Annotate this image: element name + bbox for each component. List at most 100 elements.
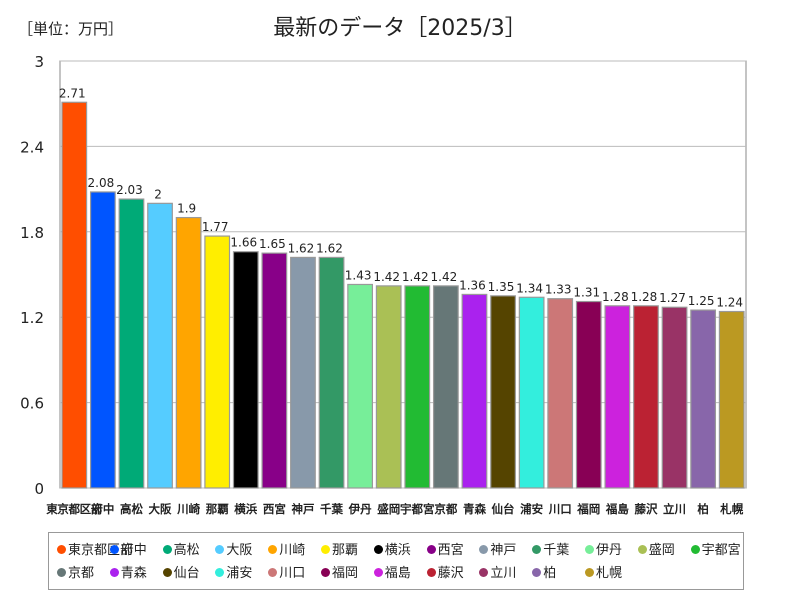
- legend-item: 札幌: [585, 562, 622, 581]
- bar: [261, 252, 288, 489]
- legend-swatch: [215, 545, 225, 554]
- legend-item: 京都: [57, 562, 94, 581]
- legend-label: 立川: [490, 566, 517, 581]
- x-tick-label: 仙台: [492, 502, 515, 516]
- x-tick-label: 千葉: [320, 502, 343, 516]
- data-label: 2.03: [116, 183, 143, 197]
- legend-swatch: [637, 545, 647, 554]
- legend-item: 浦安: [215, 562, 252, 581]
- data-label: 1.62: [316, 241, 343, 255]
- bar: [604, 305, 631, 489]
- legend-label: 宇都宮: [701, 543, 741, 558]
- data-label: 1.42: [431, 270, 458, 284]
- x-tick-label: 福島: [605, 502, 629, 516]
- bar: [575, 300, 602, 489]
- legend-label: 大阪: [226, 543, 253, 558]
- legend-item: 川口: [268, 562, 305, 581]
- legend-swatch: [109, 568, 119, 577]
- legend-item: 柏: [532, 562, 556, 581]
- y-tick-label: 2.4: [20, 138, 44, 156]
- legend-item: 仙台: [162, 562, 200, 581]
- x-tick-label: 伊丹: [348, 502, 372, 516]
- bar: [518, 296, 545, 489]
- legend-swatch: [690, 545, 700, 554]
- data-label: 1.28: [602, 290, 629, 304]
- x-tick-label: 浦安: [520, 502, 543, 516]
- x-tick-label: 横浜: [234, 502, 257, 516]
- legend-swatch: [585, 545, 594, 554]
- y-tick-label: 3: [34, 53, 44, 71]
- legend-item: 高松: [162, 539, 200, 558]
- legend-swatch: [532, 545, 542, 554]
- legend-label: 青森: [120, 566, 147, 581]
- legend-label: 盛岡: [648, 543, 675, 558]
- legend-label: 藤沢: [437, 566, 464, 581]
- x-tick-label: 西宮: [263, 502, 286, 516]
- legend-swatch: [479, 545, 489, 554]
- x-tick-label: 柏: [697, 502, 709, 516]
- bar: [89, 191, 116, 489]
- y-tick-label: 1.2: [20, 309, 44, 327]
- bar: [318, 256, 345, 489]
- x-tick-label: 札幌: [719, 502, 743, 516]
- legend-swatch: [268, 545, 278, 554]
- x-tick-label: 高松: [120, 502, 143, 516]
- legend-item: 藤沢: [426, 562, 464, 581]
- data-label: 1.24: [716, 296, 743, 310]
- data-label: 1.31: [573, 286, 600, 300]
- data-label: 1.43: [345, 268, 372, 282]
- legend-label: 浦安: [226, 566, 253, 581]
- data-label: 1.42: [373, 270, 400, 284]
- legend-label: 福岡: [332, 566, 359, 581]
- data-label: 2.71: [59, 86, 86, 100]
- data-label: 1.66: [230, 236, 257, 250]
- legend-label: 札幌: [596, 566, 623, 581]
- data-label: 1.77: [202, 220, 229, 234]
- y-tick-label: 1.8: [20, 224, 44, 242]
- legend-item: 西宮: [426, 539, 464, 558]
- x-tick-label: 那覇: [206, 502, 229, 516]
- legend-swatch: [426, 545, 436, 554]
- legend-item: 宇都宮: [690, 539, 741, 558]
- legend-item: 千葉: [532, 539, 569, 558]
- legend-swatch: [57, 545, 66, 554]
- bar: [633, 305, 659, 489]
- x-tick-label: 福岡: [576, 502, 600, 516]
- x-tick-label: 東京都区部: [46, 502, 103, 516]
- legend-item: 神戸: [479, 539, 516, 558]
- legend-swatch: [532, 568, 542, 577]
- bar: [461, 293, 488, 489]
- legend-item: 川崎: [268, 539, 305, 558]
- bar: [175, 216, 202, 489]
- legend-swatch: [268, 568, 278, 577]
- legend-item: 伊丹: [585, 539, 622, 558]
- data-label: 1.9: [177, 202, 196, 216]
- legend-label: 横浜: [384, 543, 411, 558]
- data-label: 1.36: [459, 278, 486, 292]
- legend-label: 千葉: [543, 543, 570, 558]
- x-tick-label: 川口: [548, 502, 572, 516]
- bar: [547, 298, 574, 489]
- bar: [204, 235, 231, 489]
- x-tick-label: 大阪: [149, 502, 172, 516]
- legend-label: 仙台: [173, 566, 200, 581]
- legend-swatch: [109, 545, 119, 554]
- x-tick-label: 川崎: [176, 502, 200, 516]
- legend-item: 青森: [109, 562, 147, 581]
- legend-swatch: [479, 568, 489, 577]
- legend-swatch: [321, 545, 330, 554]
- chart-title: 最新のデータ［2025/3］: [273, 16, 527, 41]
- bar: [347, 283, 374, 489]
- legend-swatch: [373, 568, 383, 577]
- bar: [290, 256, 316, 489]
- data-label: 2: [154, 187, 162, 201]
- legend-swatch: [321, 568, 330, 577]
- data-label: 1.62: [288, 241, 315, 255]
- bar: [118, 198, 145, 489]
- data-label: 1.35: [488, 280, 515, 294]
- legend-item: 福島: [373, 562, 411, 581]
- legend-swatch: [162, 568, 172, 577]
- legend-item: 福岡: [321, 562, 358, 581]
- legend-label: 西宮: [437, 543, 464, 558]
